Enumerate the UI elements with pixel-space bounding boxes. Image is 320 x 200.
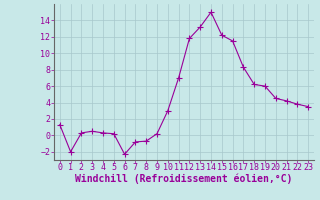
X-axis label: Windchill (Refroidissement éolien,°C): Windchill (Refroidissement éolien,°C) <box>75 173 293 184</box>
